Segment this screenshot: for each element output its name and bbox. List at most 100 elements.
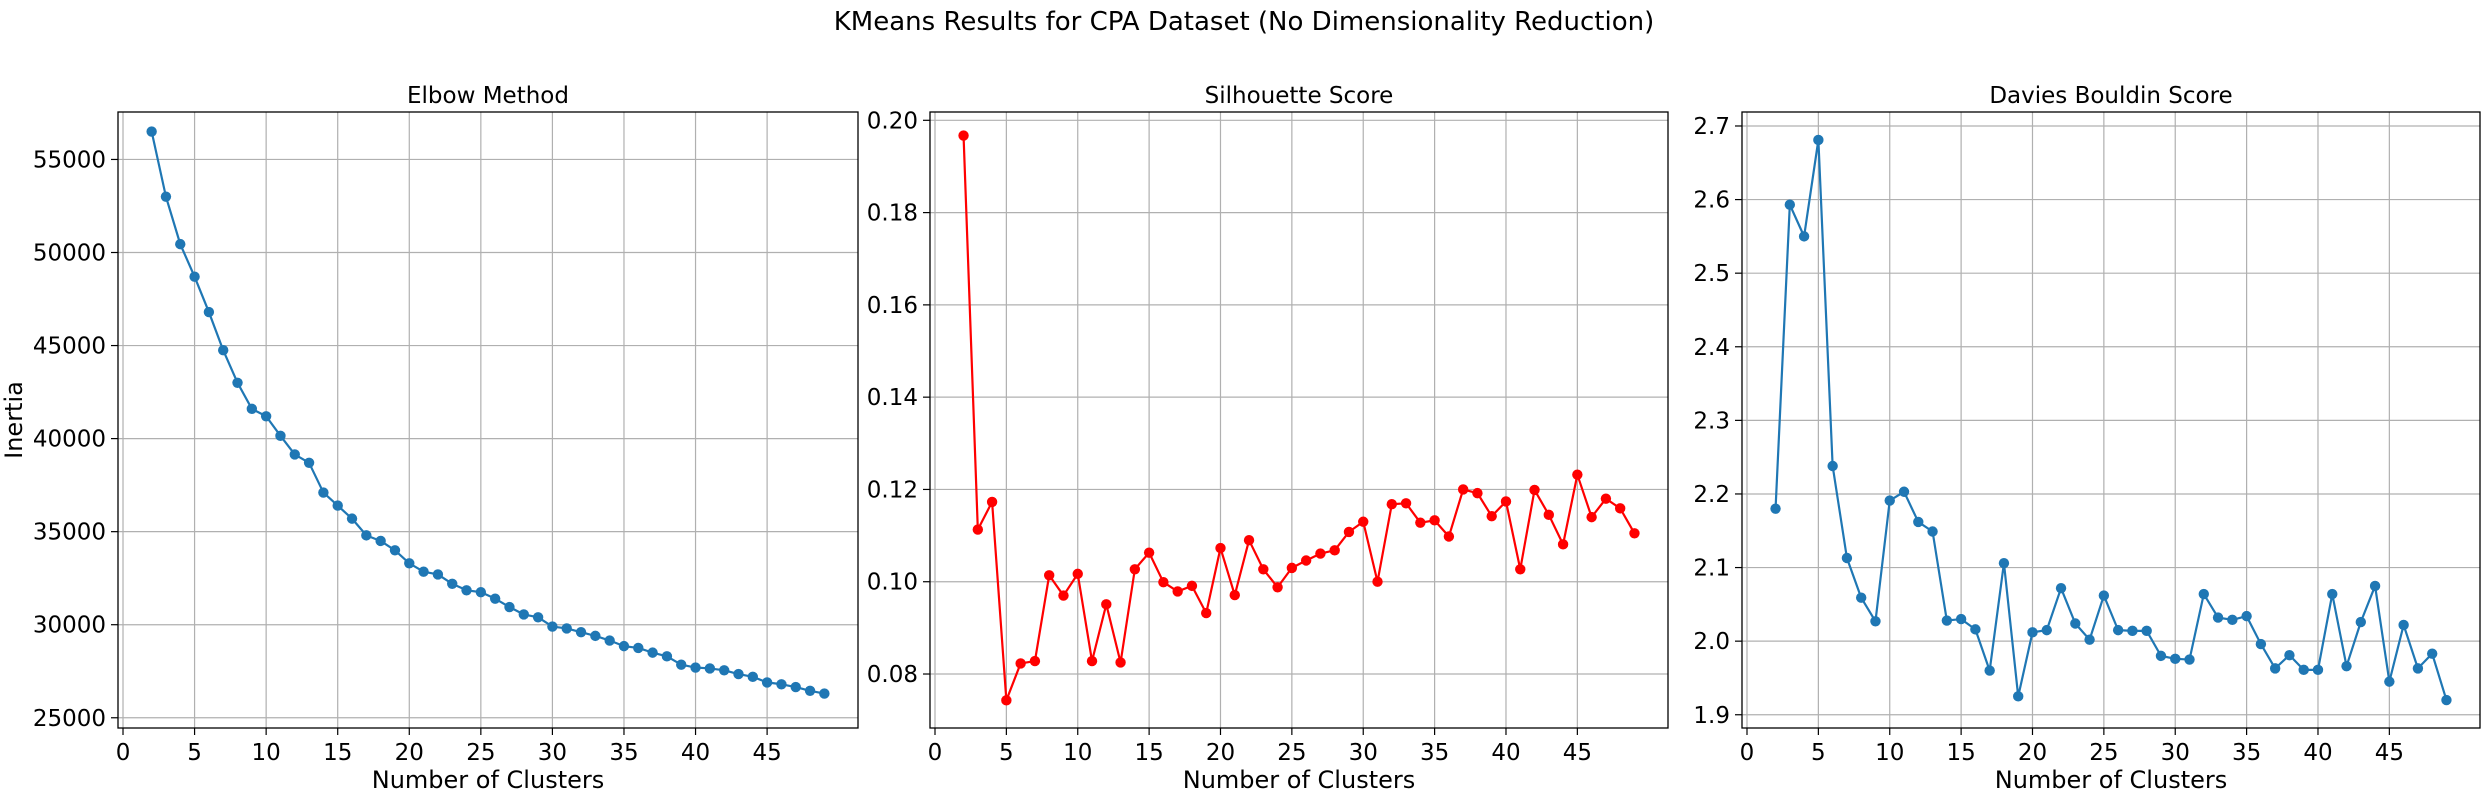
data-point: [1913, 516, 1924, 528]
data-point: [2127, 625, 2138, 637]
data-point: [2298, 664, 2309, 676]
data-point: [661, 651, 673, 662]
data-point: [2084, 634, 2095, 645]
data-point: [1543, 509, 1555, 521]
data-point: [1201, 607, 1212, 619]
data-point: [504, 601, 515, 613]
data-point: [2255, 638, 2267, 650]
axes-frame: [117, 111, 859, 729]
data-point: [1143, 547, 1155, 558]
data-point: [1855, 592, 1867, 603]
data-point: [1614, 503, 1626, 514]
data-point: [303, 457, 315, 469]
data-point: [718, 665, 730, 676]
data-point: [1870, 616, 1881, 627]
x-tick-label: 0: [928, 740, 943, 766]
data-point: [2198, 588, 2209, 600]
data-point: [146, 126, 157, 137]
data-point: [2441, 694, 2452, 706]
data-point: [1158, 576, 1169, 588]
y-tick-label: 25000: [33, 706, 106, 732]
x-tick-label: 15: [323, 740, 352, 766]
data-point: [1015, 658, 1026, 669]
data-point: [289, 449, 300, 460]
data-point: [1898, 486, 1910, 497]
data-point: [1827, 460, 1838, 472]
data-point: [1172, 586, 1183, 597]
y-tick-label: 40000: [33, 427, 106, 453]
data-point: [819, 688, 830, 699]
x-tick-label: 20: [2018, 740, 2047, 766]
x-axis-label: Number of Clusters: [1183, 766, 1416, 789]
data-point: [647, 647, 658, 658]
data-point: [475, 586, 487, 598]
x-tick-label: 10: [1063, 740, 1092, 766]
subplot-title: Silhouette Score: [1205, 83, 1394, 109]
y-tick-label: 30000: [33, 613, 106, 639]
data-point: [1086, 655, 1098, 667]
data-point: [1927, 526, 1938, 537]
data-point: [389, 545, 401, 556]
data-point: [275, 430, 286, 442]
data-point: [2070, 618, 2081, 629]
x-tick-label: 5: [1811, 740, 1826, 766]
axes-frame: [929, 111, 1669, 729]
data-point: [1457, 484, 1469, 495]
data-point: [2284, 649, 2295, 661]
data-point: [633, 642, 644, 654]
data-point: [361, 530, 372, 541]
data-point: [1215, 542, 1226, 554]
data-point: [690, 662, 701, 673]
data-point: [604, 635, 615, 646]
data-point: [2327, 588, 2338, 600]
data-point: [1286, 562, 1298, 574]
data-point: [1884, 495, 1895, 506]
data-point: [232, 377, 243, 388]
data-point: [1941, 615, 1953, 626]
data-point: [1443, 531, 1455, 542]
y-tick-label: 0.20: [867, 108, 918, 134]
data-point: [1770, 503, 1781, 514]
data-point: [203, 306, 215, 318]
data-point: [590, 630, 601, 642]
data-point: [1557, 539, 1569, 550]
data-point: [1500, 496, 1512, 507]
data-point: [1343, 526, 1355, 538]
x-tick-label: 30: [1349, 740, 1378, 766]
y-tick-label: 0.18: [867, 201, 918, 227]
data-point: [733, 668, 744, 680]
data-point: [575, 626, 587, 638]
data-point: [1813, 134, 1824, 146]
y-tick-label: 0.16: [867, 293, 918, 319]
data-point: [346, 513, 358, 524]
data-point: [1115, 657, 1126, 668]
x-tick-label: 15: [1946, 740, 1975, 766]
data-point: [1329, 545, 1340, 556]
data-point: [1258, 564, 1269, 575]
data-point: [790, 681, 801, 693]
data-point: [2355, 616, 2367, 628]
axes-frame: [1741, 111, 2481, 729]
y-tick-label: 0.08: [867, 662, 918, 688]
data-point: [2041, 624, 2052, 636]
subplot-2: 0 5 10 15 20 25 30 35 40 45 0.08 0.10 0.12 0.14 0.16 0.…: [867, 83, 1669, 789]
data-point: [1984, 665, 1995, 676]
x-tick-label: 10: [1875, 740, 1904, 766]
data-point: [2384, 676, 2395, 687]
x-tick-label: 20: [1206, 740, 1235, 766]
data-point: [1841, 552, 1853, 564]
data-point: [1029, 655, 1041, 667]
data-point: [1372, 576, 1383, 587]
y-tick-label: 2.7: [1693, 114, 1730, 140]
y-tick-label: 2.1: [1693, 556, 1730, 582]
data-point: [1386, 499, 1397, 510]
data-point: [1486, 511, 1497, 522]
data-point: [175, 238, 186, 250]
y-tick-label: 55000: [33, 147, 106, 173]
data-point: [1970, 624, 1981, 635]
x-tick-label: 45: [1563, 740, 1592, 766]
data-point: [958, 130, 969, 141]
figure-title: KMeans Results for CPA Dataset (No Dimen…: [834, 7, 1654, 37]
data-point: [2155, 650, 2167, 662]
